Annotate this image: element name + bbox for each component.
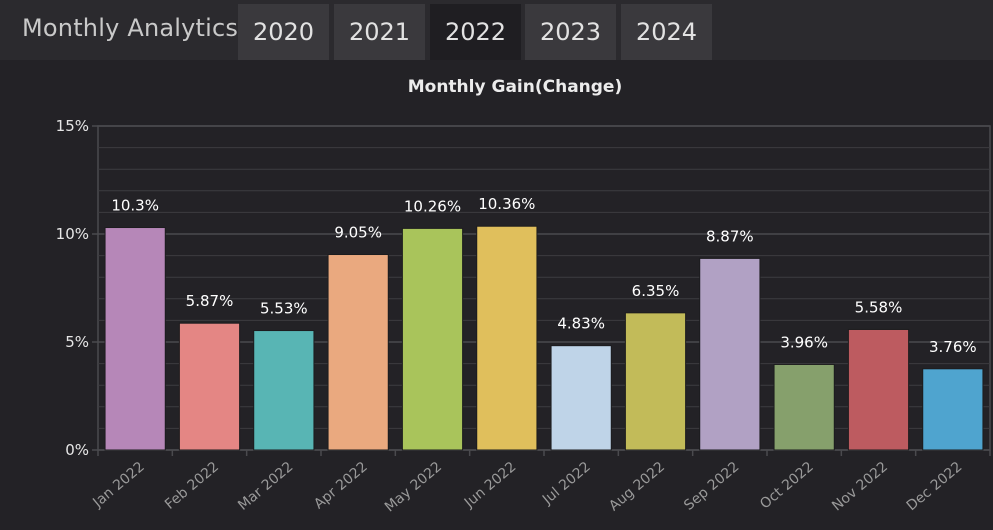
bar-dec-2022 — [922, 368, 984, 451]
monthly-gain-chart: Monthly Gain(Change) 0% 5% 10% 15% 10.3% Jan … — [56, 77, 991, 516]
tab-2021[interactable]: 2021 — [334, 4, 425, 60]
bar-jun-2022 — [476, 225, 538, 451]
data-label: 3.96% — [780, 333, 828, 351]
data-label: 8.87% — [706, 227, 754, 245]
x-category-label: Apr 2022 — [311, 459, 371, 513]
bar-aug-2022 — [624, 312, 687, 451]
chart-title: Monthly Gain(Change) — [408, 77, 623, 97]
data-label: 10.26% — [404, 197, 461, 215]
tab-2022[interactable]: 2022 — [430, 4, 521, 60]
data-label: 3.76% — [929, 338, 977, 356]
x-category-label: Aug 2022 — [606, 459, 668, 515]
bar-jul-2022 — [550, 345, 612, 451]
bar-oct-2022 — [773, 363, 835, 451]
x-category-label: Feb 2022 — [162, 459, 222, 513]
data-label: 6.35% — [632, 282, 680, 300]
bar-jan-2022 — [104, 227, 166, 451]
header-bar: Monthly Analytics 2020 2021 2022 2023 20… — [0, 0, 993, 60]
bar-nov-2022 — [847, 328, 910, 451]
data-label: 5.87% — [186, 292, 234, 310]
app-title: Monthly Analytics — [22, 14, 239, 42]
x-category-label: Dec 2022 — [904, 459, 966, 514]
x-category-label: Mar 2022 — [235, 459, 296, 514]
bar-may-2022 — [401, 227, 464, 451]
chart-area: Monthly Gain(Change) 0% 5% 10% 15% 10.3% Jan … — [0, 60, 993, 530]
x-category-label: Oct 2022 — [757, 459, 817, 513]
tab-2024[interactable]: 2024 — [621, 4, 712, 60]
x-category-label: Nov 2022 — [829, 459, 891, 515]
data-label: 10.36% — [478, 195, 535, 213]
bar-feb-2022 — [178, 322, 241, 451]
x-category-label: Jan 2022 — [89, 459, 147, 512]
data-label: 5.53% — [260, 300, 308, 318]
tab-2023[interactable]: 2023 — [525, 4, 616, 60]
data-label: 9.05% — [334, 224, 382, 242]
y-tick-label: 10% — [56, 225, 89, 243]
x-category-label: Jun 2022 — [461, 459, 520, 512]
x-category-label: Jul 2022 — [539, 459, 594, 509]
data-label: 5.58% — [855, 298, 903, 316]
data-label: 10.3% — [111, 197, 159, 215]
y-tick-label: 15% — [56, 117, 89, 135]
y-tick-label: 5% — [65, 333, 89, 351]
x-category-label: Sep 2022 — [681, 459, 742, 514]
tab-2020[interactable]: 2020 — [238, 4, 329, 60]
data-label: 4.83% — [557, 315, 605, 333]
bar-mar-2022 — [253, 330, 315, 451]
bar-sep-2022 — [699, 257, 761, 451]
bar-apr-2022 — [327, 254, 389, 451]
y-tick-label: 0% — [65, 441, 89, 459]
x-category-label: May 2022 — [382, 459, 445, 516]
